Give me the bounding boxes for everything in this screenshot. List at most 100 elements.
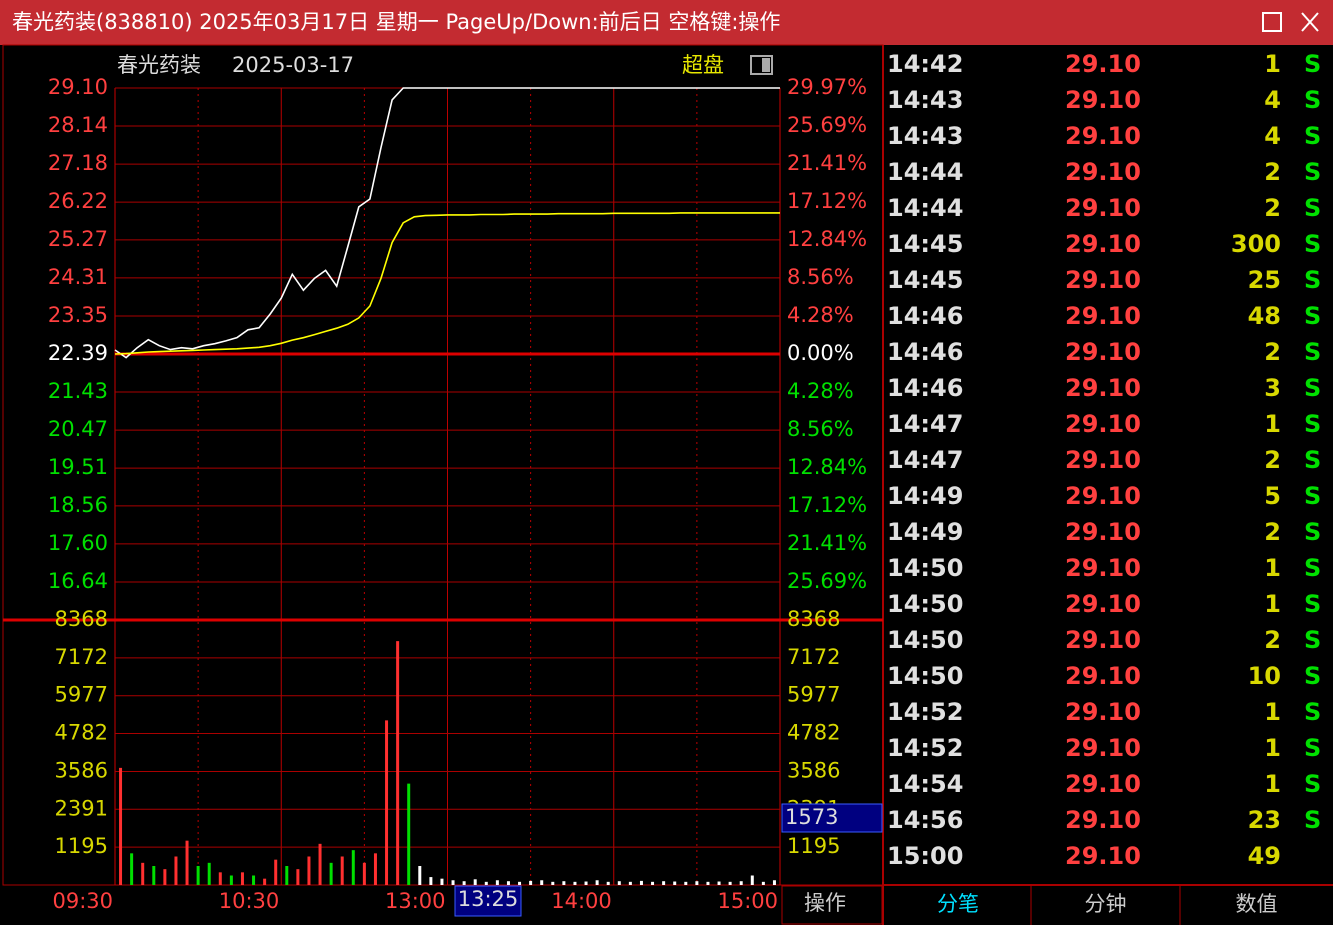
volume-tick-label-right: 8368 bbox=[787, 607, 840, 631]
trade-side: S bbox=[1304, 518, 1321, 546]
price-tick-label: 27.18 bbox=[48, 151, 108, 175]
trade-price: 29.10 bbox=[1065, 518, 1141, 546]
trade-side: S bbox=[1304, 302, 1321, 330]
pct-tick-label: 17.12% bbox=[787, 493, 867, 517]
mode-icon-fill bbox=[762, 58, 770, 72]
price-line bbox=[114, 212, 780, 355]
trade-price: 29.10 bbox=[1065, 554, 1141, 582]
price-tick-label: 25.27 bbox=[48, 227, 108, 251]
pct-tick-label: 8.56% bbox=[787, 417, 854, 441]
trade-time: 14:47 bbox=[887, 410, 963, 438]
trade-side: S bbox=[1304, 338, 1321, 366]
volume-tick-label-right: 4782 bbox=[787, 721, 840, 745]
action-button[interactable] bbox=[781, 885, 883, 925]
price-tick-label: 16.64 bbox=[48, 569, 108, 593]
trade-side: S bbox=[1304, 50, 1321, 78]
trade-time: 14:50 bbox=[887, 662, 963, 690]
trade-time: 14:45 bbox=[887, 266, 963, 294]
trade-price: 29.10 bbox=[1065, 266, 1141, 294]
maximize-button[interactable] bbox=[1262, 12, 1282, 32]
price-tick-label: 26.22 bbox=[48, 189, 108, 213]
stock-name: 春光药装 bbox=[117, 53, 201, 77]
plot: 29.10 29.97% 28.14 25.69% 27.18 21.41% 26.22 17… bbox=[3, 75, 883, 917]
trade-price: 29.10 bbox=[1065, 50, 1141, 78]
trade-side: S bbox=[1304, 86, 1321, 114]
trade-side: S bbox=[1304, 410, 1321, 438]
trade-volume: 2 bbox=[1264, 626, 1281, 654]
price-tick-label: 29.10 bbox=[48, 75, 108, 99]
trade-volume: 4 bbox=[1264, 122, 1281, 150]
trade-price: 29.10 bbox=[1065, 842, 1141, 870]
tab[interactable]: 数值 bbox=[1236, 892, 1278, 916]
trade-volume: 49 bbox=[1248, 842, 1281, 870]
mode-label[interactable]: 超盘 bbox=[682, 53, 724, 77]
price-tick-label: 20.47 bbox=[48, 417, 108, 441]
price-tick-label: 28.14 bbox=[48, 113, 108, 137]
trade-side: S bbox=[1304, 482, 1321, 510]
trade-time: 14:44 bbox=[887, 158, 963, 186]
tab[interactable]: 分钟 bbox=[1085, 892, 1127, 916]
volume-tick-label: 8368 bbox=[55, 607, 108, 631]
chart-date: 2025-03-17 bbox=[232, 53, 354, 77]
trade-price: 29.10 bbox=[1065, 590, 1141, 618]
trade-time: 14:44 bbox=[887, 194, 963, 222]
pct-tick-label: 21.41% bbox=[787, 531, 867, 555]
trade-time: 14:46 bbox=[887, 374, 963, 402]
trade-price: 29.10 bbox=[1065, 770, 1141, 798]
price-tick-label: 23.35 bbox=[48, 303, 108, 327]
pct-tick-label: 12.84% bbox=[787, 227, 867, 251]
trade-time: 14:49 bbox=[887, 518, 963, 546]
trade-price: 29.10 bbox=[1065, 302, 1141, 330]
cursor-volume: 1573 bbox=[785, 805, 838, 829]
trade-volume: 2 bbox=[1264, 194, 1281, 222]
tab[interactable]: 分笔 bbox=[937, 892, 979, 916]
x-tick-label: 14:00 bbox=[551, 889, 612, 913]
x-tick-label: 15:00 bbox=[717, 889, 778, 913]
trade-volume: 1 bbox=[1264, 734, 1281, 762]
pct-tick-label: 25.69% bbox=[787, 569, 867, 593]
price-tick-label: 22.39 bbox=[48, 341, 108, 365]
trade-price: 29.10 bbox=[1065, 446, 1141, 474]
price-tick-label: 24.31 bbox=[48, 265, 108, 289]
volume-tick-label: 5977 bbox=[55, 683, 108, 707]
volume-tick-label: 2391 bbox=[55, 796, 108, 820]
trade-side: S bbox=[1304, 374, 1321, 402]
trade-volume: 10 bbox=[1248, 662, 1281, 690]
trade-side: S bbox=[1304, 806, 1321, 834]
trade-time: 14:54 bbox=[887, 770, 963, 798]
trade-side: S bbox=[1304, 230, 1321, 258]
trade-price: 29.10 bbox=[1065, 230, 1141, 258]
pct-tick-label: 12.84% bbox=[787, 455, 867, 479]
trade-time: 15:00 bbox=[887, 842, 963, 870]
trade-side: S bbox=[1304, 158, 1321, 186]
pct-tick-label: 29.97% bbox=[787, 75, 867, 99]
trade-volume: 1 bbox=[1264, 590, 1281, 618]
action-label[interactable]: 操作 bbox=[804, 891, 846, 915]
trade-volume: 1 bbox=[1264, 50, 1281, 78]
pct-tick-label: 21.41% bbox=[787, 151, 867, 175]
trade-volume: 5 bbox=[1264, 482, 1281, 510]
mode-icon[interactable] bbox=[750, 55, 773, 75]
trade-price: 29.10 bbox=[1065, 734, 1141, 762]
trade-volume: 23 bbox=[1248, 806, 1281, 834]
volume-tick-label: 4782 bbox=[55, 721, 108, 745]
volume-tick-label: 7172 bbox=[55, 645, 108, 669]
trade-volume: 2 bbox=[1264, 518, 1281, 546]
trade-time: 14:52 bbox=[887, 698, 963, 726]
trade-side: S bbox=[1304, 770, 1321, 798]
trade-side: S bbox=[1304, 626, 1321, 654]
trade-volume: 1 bbox=[1264, 698, 1281, 726]
trade-time: 14:49 bbox=[887, 482, 963, 510]
cursor-volume-box bbox=[781, 803, 883, 833]
trade-volume: 3 bbox=[1264, 374, 1281, 402]
pct-tick-label: 8.56% bbox=[787, 265, 854, 289]
trade-price: 29.10 bbox=[1065, 194, 1141, 222]
trade-price: 29.10 bbox=[1065, 122, 1141, 150]
close-button[interactable] bbox=[1301, 12, 1319, 32]
trade-side: S bbox=[1304, 590, 1321, 618]
trade-time: 14:46 bbox=[887, 338, 963, 366]
trade-price: 29.10 bbox=[1065, 662, 1141, 690]
